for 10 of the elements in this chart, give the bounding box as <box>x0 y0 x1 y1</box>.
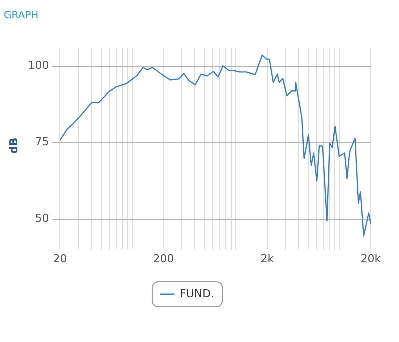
y-tick-label: 50 <box>35 212 50 226</box>
y-axis-title: dB <box>7 138 20 154</box>
legend-label: FUND. <box>180 287 215 300</box>
x-tick-label: 2k <box>260 252 275 266</box>
x-tick-label: 20k <box>360 252 382 266</box>
y-tick-label: 100 <box>28 59 50 72</box>
x-tick-label: 20 <box>53 252 68 266</box>
x-tick-label: 200 <box>153 252 174 266</box>
chart-title: GRAPH <box>4 10 39 22</box>
y-tick-label: 75 <box>35 136 50 149</box>
